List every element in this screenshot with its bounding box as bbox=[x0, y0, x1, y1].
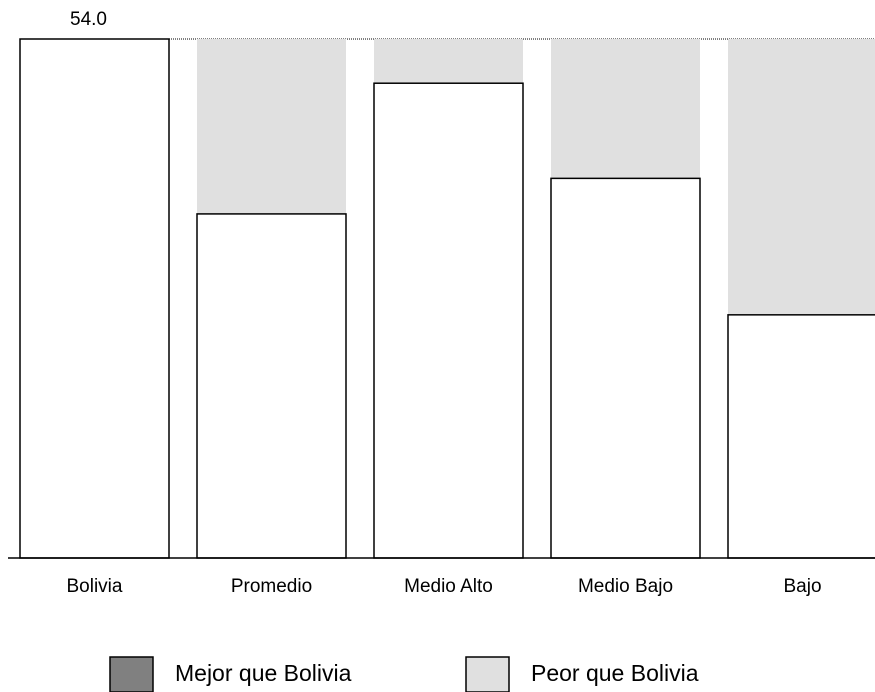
bar bbox=[19, 38, 170, 559]
x-tick-label: Medio Alto bbox=[404, 576, 493, 597]
legend-swatch bbox=[109, 656, 154, 692]
x-tick-label: Promedio bbox=[231, 576, 312, 597]
value-label: 54.0 bbox=[70, 9, 107, 30]
bar bbox=[727, 314, 875, 559]
comparison-segment bbox=[374, 39, 523, 84]
x-tick-label: Bolivia bbox=[67, 576, 123, 597]
legend-swatch bbox=[465, 656, 510, 692]
bar bbox=[550, 177, 701, 559]
comparison-segment bbox=[551, 39, 700, 179]
bar bbox=[373, 82, 524, 559]
x-tick-label: Medio Bajo bbox=[578, 576, 673, 597]
legend-label: Mejor que Bolivia bbox=[175, 660, 352, 686]
bar bbox=[196, 213, 347, 559]
legend-label: Peor que Bolivia bbox=[531, 660, 699, 686]
comparison-segment bbox=[197, 39, 346, 214]
comparison-segment bbox=[728, 39, 875, 315]
x-tick-label: Bajo bbox=[783, 576, 821, 597]
